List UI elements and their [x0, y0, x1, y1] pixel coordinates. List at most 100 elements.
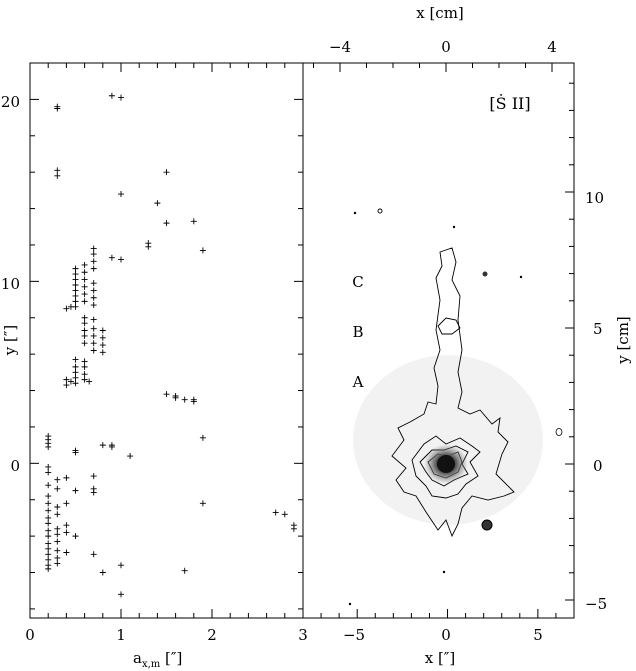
scatter-point [45, 527, 52, 534]
scatter-point [90, 473, 97, 480]
scatter-point [72, 487, 79, 494]
scatter-point [90, 251, 97, 258]
scatter-point [181, 567, 188, 574]
scatter-point [118, 94, 124, 101]
scatter-point [90, 347, 97, 354]
scatter-point [54, 485, 61, 492]
scatter-point [90, 340, 97, 347]
scatter-point [118, 191, 124, 198]
middle-contour [411, 435, 481, 499]
scatter-point [90, 332, 97, 339]
scatter-point [181, 396, 188, 403]
right-x-tick-labels: −5 0 5 [343, 626, 543, 644]
left-y-tick-label: 10 [1, 275, 20, 293]
scatter-point [45, 469, 52, 476]
scatter-point [81, 320, 88, 327]
right-x-tick-label: −5 [343, 626, 365, 644]
scatter-point [81, 283, 88, 290]
left-axis-ticks [29, 62, 304, 618]
scatter-point [63, 382, 70, 389]
scatter-point [72, 282, 79, 288]
scatter-point [118, 256, 124, 263]
scatter-point [90, 265, 97, 272]
scatter-point [90, 316, 97, 323]
scatter-point [72, 292, 79, 299]
scatter-point [45, 463, 52, 470]
scatter-point [99, 327, 106, 334]
scatter-point [290, 525, 297, 532]
left-x-tick-label: 3 [298, 626, 308, 644]
top-x-tick-label: −4 [329, 38, 351, 56]
scatter-point [81, 298, 88, 305]
scatter-point [90, 551, 97, 558]
scatter-point [72, 369, 79, 376]
scatter-point [99, 569, 106, 576]
scatter-point [63, 305, 70, 312]
top-x-tick-label: 0 [441, 38, 451, 56]
scatter-point [72, 449, 79, 456]
right-y-tick-labels: −5 0 5 10 [585, 189, 607, 613]
knot-label-a: A [352, 373, 364, 391]
scatter-point [72, 356, 79, 363]
right-y-tick-label: −5 [585, 595, 607, 613]
right-y-tick-label: 0 [593, 457, 603, 475]
left-panel: 0 1 2 3 0 10 20 ax,m [″] y [″] [1, 62, 308, 670]
scatter-point [163, 220, 170, 227]
scatter-point [199, 500, 206, 507]
scatter-point [67, 378, 74, 385]
scatter-point [145, 243, 152, 250]
right-panel: [Ṡ II] C B A −5 0 5 x [″] −4 0 4 x [cm] … [302, 4, 632, 667]
scatter-point [45, 540, 52, 547]
scatter-point [81, 340, 88, 347]
scatter-point [72, 374, 79, 381]
knot-label-b: B [352, 323, 363, 341]
scatter-point [63, 549, 70, 556]
scatter-point [163, 169, 170, 176]
scatter-point [54, 554, 61, 561]
left-x-tick-labels: 0 1 2 3 [25, 626, 308, 644]
scatter-point [45, 493, 52, 500]
scatter-point [99, 442, 106, 449]
scatter-point [45, 556, 52, 563]
scatter-point [86, 378, 93, 385]
scatter-point [81, 327, 88, 334]
right-x-tick-label: 0 [441, 626, 451, 644]
scatter-point [199, 434, 206, 441]
scatter-point [72, 363, 79, 370]
scatter-point [99, 342, 106, 349]
scatter-point [63, 474, 70, 481]
right-axis-ticks [302, 63, 575, 618]
scatter-point [45, 507, 52, 514]
top-x-tick-label: 4 [547, 38, 557, 56]
emission-map [348, 208, 563, 606]
scatter-point [99, 349, 106, 356]
scatter-point [54, 560, 61, 567]
scatter-point [81, 276, 88, 283]
left-panel-frame [29, 62, 304, 619]
left-scatter-points [45, 92, 297, 598]
scatter-point [118, 591, 124, 598]
scatter-point [63, 522, 70, 529]
scatter-point [81, 314, 88, 321]
left-y-tick-labels: 0 10 20 [1, 93, 20, 475]
scatter-point [45, 545, 52, 552]
scatter-point [81, 261, 88, 268]
scatter-point [54, 476, 61, 483]
scatter-point [199, 247, 206, 254]
left-x-axis-label: ax,m [″] [133, 649, 182, 670]
scatter-point [81, 358, 88, 365]
right-panel-frame [302, 62, 575, 619]
scatter-point [54, 504, 61, 510]
top-x-axis-label: x [cm] [416, 4, 464, 22]
scatter-point [72, 271, 79, 278]
scatter-point [81, 291, 88, 298]
scatter-point [90, 325, 97, 332]
scatter-point [72, 265, 79, 272]
scatter-point [63, 376, 70, 383]
scatter-point [108, 254, 115, 261]
core [437, 455, 455, 473]
scatter-point [190, 398, 197, 405]
top-x-tick-labels: −4 0 4 [329, 38, 557, 56]
scatter-point [63, 529, 70, 536]
